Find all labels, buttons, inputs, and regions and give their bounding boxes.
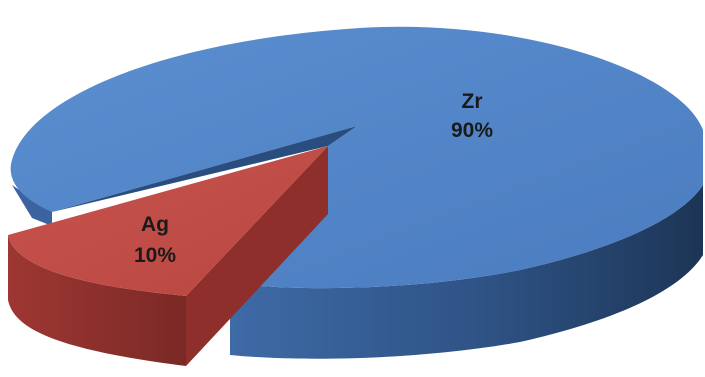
slice-ag-side bbox=[8, 235, 186, 366]
slice-ag-top bbox=[8, 146, 328, 296]
slice-zr-top bbox=[10, 26, 703, 289]
slice-ag-name: Ag bbox=[141, 213, 169, 236]
slice-zr-name: Zr bbox=[462, 90, 483, 113]
slice-zr: Zr 90% bbox=[10, 26, 703, 359]
slice-zr-percent: 90% bbox=[451, 119, 493, 142]
slice-ag-cut-face bbox=[186, 146, 328, 366]
slice-zr-inner-wall bbox=[12, 185, 52, 226]
slice-zr-cut-face bbox=[52, 126, 357, 212]
slice-ag-percent: 10% bbox=[134, 244, 176, 267]
slice-ag: Ag 10% bbox=[8, 146, 328, 366]
slice-zr-side bbox=[230, 185, 703, 359]
